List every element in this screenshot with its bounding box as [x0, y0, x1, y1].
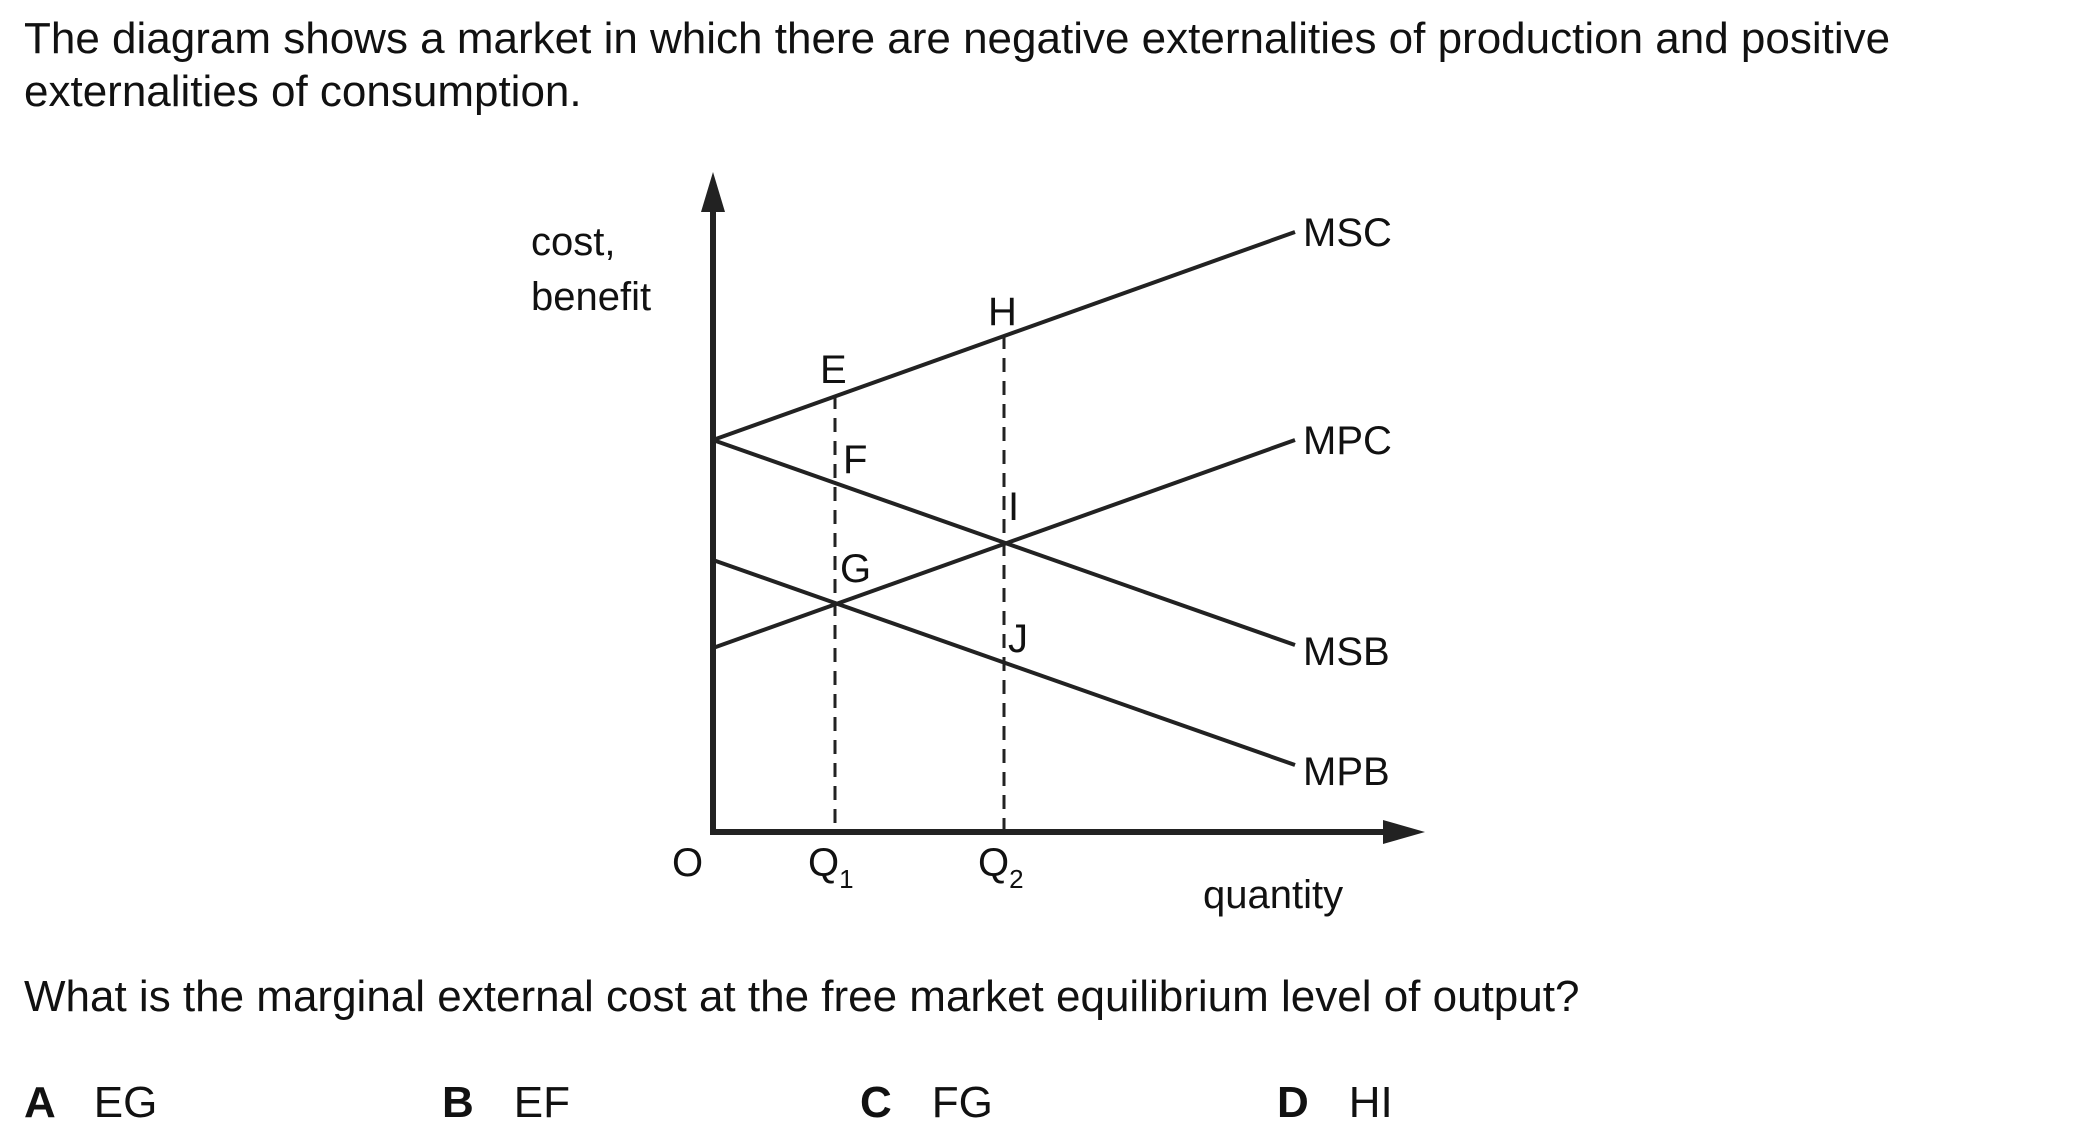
- mpb-label: MPB: [1303, 750, 1390, 794]
- option-b-text: EF: [513, 1078, 571, 1127]
- mpc-label: MPC: [1303, 419, 1392, 463]
- y-axis-label-line2: benefit: [531, 275, 651, 319]
- x-axis-arrow: [1383, 820, 1425, 844]
- point-h-label: H: [988, 290, 1017, 334]
- point-f-label: F: [843, 438, 867, 482]
- msc-label: MSC: [1303, 211, 1392, 255]
- y-axis-arrow: [701, 172, 725, 212]
- option-a-text: EG: [93, 1078, 158, 1127]
- msb-label: MSB: [1303, 630, 1390, 674]
- q2-label: Q2: [978, 841, 1024, 894]
- option-c-text: FG: [931, 1078, 993, 1127]
- question-text: What is the marginal external cost at th…: [24, 972, 1580, 1021]
- option-b[interactable]: B EF: [442, 1078, 570, 1128]
- option-a[interactable]: A EG: [24, 1078, 157, 1128]
- y-axis-label-line1: cost,: [531, 220, 615, 264]
- q1-label: Q1: [808, 841, 854, 894]
- option-d-letter: D: [1277, 1078, 1309, 1127]
- intro-text: The diagram shows a market in which ther…: [24, 14, 1891, 116]
- q1-subscript: 1: [839, 864, 853, 894]
- option-c-letter: C: [860, 1078, 892, 1127]
- point-i-label: I: [1008, 485, 1019, 529]
- point-g-label: G: [840, 547, 871, 591]
- origin-label: O: [672, 841, 703, 885]
- option-b-letter: B: [442, 1078, 474, 1127]
- point-e-label: E: [820, 348, 847, 392]
- option-d-text: HI: [1348, 1078, 1393, 1127]
- option-a-letter: A: [24, 1078, 56, 1127]
- option-d[interactable]: D HI: [1277, 1078, 1393, 1128]
- option-c[interactable]: C FG: [860, 1078, 993, 1128]
- q2-subscript: 2: [1009, 864, 1023, 894]
- point-j-label: J: [1008, 617, 1028, 661]
- x-axis-label: quantity: [1203, 873, 1343, 917]
